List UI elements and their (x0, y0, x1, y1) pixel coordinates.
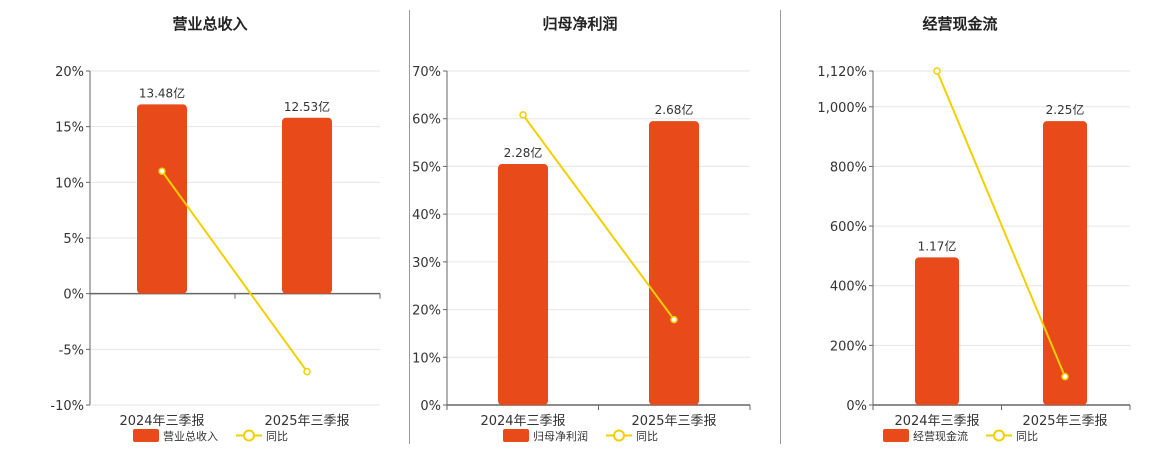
legend-bar-label: 经营现金流 (913, 429, 968, 443)
y-tick-label: 10% (412, 351, 441, 366)
chart-2: 归母净利润 0% 10% 20% 30% 40% 50% 60% 70% 2.28亿 2.68亿 20… (412, 15, 751, 443)
line-point (1061, 372, 1069, 381)
bar (1043, 121, 1087, 405)
bar (498, 164, 548, 405)
legend-bar-swatch (883, 429, 909, 442)
legend-line-label: 同比 (636, 430, 658, 443)
y-tick-label: 1,000% (817, 101, 867, 116)
y-tick-label: 20% (412, 304, 441, 319)
line-point (158, 167, 166, 175)
line-point (933, 67, 941, 75)
y-tick-label: 30% (412, 256, 441, 271)
line-point (670, 315, 678, 324)
line-point (519, 111, 527, 119)
legend-bar-label: 归母净利润 (533, 429, 588, 443)
y-tick-label: 800% (830, 160, 867, 175)
chart-title: 营业总收入 (172, 15, 247, 33)
legend-bar-swatch (133, 429, 159, 442)
y-tick-label: 70% (412, 65, 441, 80)
legend-bar-swatch (503, 429, 529, 442)
line-series-yoy (161, 170, 308, 373)
y-tick-label: 50% (412, 160, 441, 175)
y-tick-label: 40% (412, 208, 441, 223)
legend-line-label: 同比 (266, 430, 288, 443)
bar-data-label: 2.25亿 (1046, 102, 1085, 117)
y-tick-label: 400% (830, 280, 867, 295)
legend-line-marker (243, 429, 255, 442)
chart-title: 经营现金流 (922, 15, 997, 33)
bar (282, 117, 332, 294)
bar-data-label: 12.53亿 (284, 99, 330, 114)
bar-data-label: 2.28亿 (504, 145, 543, 160)
y-tick-label: 10% (55, 176, 84, 191)
bar-data-label: 2.68亿 (655, 102, 694, 117)
y-tick-label: 0% (846, 399, 867, 414)
x-category-label: 2025年三季报 (631, 414, 716, 429)
y-tick-label: 0% (63, 288, 84, 303)
panel-divider-2 (780, 10, 781, 444)
y-tick-label: -5% (59, 343, 84, 358)
bar-data-label: 1.17亿 (918, 238, 957, 253)
legend-bar-label: 营业总收入 (163, 429, 218, 443)
bar (915, 257, 959, 405)
line-series-yoy (936, 70, 1066, 378)
y-tick-label: 15% (55, 121, 84, 136)
y-tick-label: 600% (830, 220, 867, 235)
legend: 经营现金流 同比 (883, 429, 1038, 443)
bar (137, 104, 187, 294)
bar (649, 121, 699, 405)
line-point (303, 367, 311, 376)
y-tick-label: -10% (50, 399, 84, 414)
x-category-label: 2024年三季报 (119, 414, 204, 429)
chart-1: 营业总收入 -10% -5% 0% 5% 10% 15% 20% 13.48亿 12.53亿 202… (50, 15, 381, 443)
x-category-label: 2024年三季报 (894, 414, 979, 429)
y-tick-label: 200% (830, 339, 867, 354)
legend-line-label: 同比 (1016, 430, 1038, 443)
y-tick-label: 20% (55, 65, 84, 80)
y-tick-label: 0% (420, 399, 441, 414)
legend-line-marker (993, 429, 1005, 442)
y-tick-label: 5% (63, 232, 84, 247)
x-category-label: 2024年三季报 (480, 414, 565, 429)
y-tick-label: 1,120% (817, 65, 867, 80)
chart-title: 归母净利润 (542, 15, 617, 33)
y-tick-label: 60% (412, 113, 441, 128)
legend: 归母净利润 同比 (503, 429, 658, 443)
bar-data-label: 13.48亿 (139, 85, 185, 100)
x-category-label: 2025年三季报 (1022, 414, 1107, 429)
legend: 营业总收入 同比 (133, 429, 288, 443)
panel-divider-1 (409, 10, 410, 444)
chart-3: 经营现金流 0% 200% 400% 600% 800% 1,000% 1,120% 1.17亿… (817, 15, 1131, 443)
x-category-label: 2025年三季报 (264, 414, 349, 429)
line-series-yoy (522, 114, 675, 321)
legend-line-marker (613, 429, 625, 442)
